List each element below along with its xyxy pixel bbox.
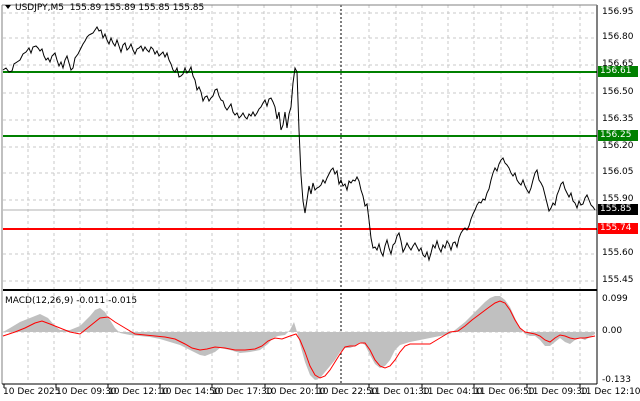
time-label: 11 Dec 06:50 [474,387,535,397]
price-line [2,26,596,262]
collapse-triangle-icon[interactable] [5,5,11,9]
time-label: 11 Dec 09:30 [527,387,588,397]
price-tick: 156.65 [602,59,634,69]
price-tick: 155.90 [602,194,634,204]
time-label: 10 Dec 12:10 [108,387,169,397]
macd-signal-line [2,300,596,379]
price-tick: 155.60 [602,248,634,258]
symbol-timeframe: USDJPY,M5 [15,3,64,13]
time-label: 10 Dec 17:30 [212,387,273,397]
level-tag-155-74: 155.74 [598,223,638,234]
time-label: 10 Dec 2025 [3,387,61,397]
level-tag-156-25: 156.25 [598,130,638,141]
macd-label: MACD(12,26,9) -0.011 -0.015 [5,296,138,306]
time-label: 10 Dec 14:50 [160,387,221,397]
price-tick: 155.45 [602,275,634,285]
time-label: 11 Dec 01:30 [369,387,430,397]
macd-tick-max: 0.099 [602,294,628,304]
price-tick: 156.20 [602,141,634,151]
level-tag-156-61: 156.61 [598,66,638,77]
time-label: 11 Dec 04:10 [422,387,483,397]
price-tick: 156.95 [602,7,634,17]
price-tick: 156.80 [602,32,634,42]
time-label: 10 Dec 22:50 [317,387,378,397]
time-ticks [3,384,581,388]
price-tick: 156.35 [602,114,634,124]
chart-title: USDJPY,M5 155.89 155.89 155.85 155.85 [5,3,204,13]
ohlc-values: 155.89 155.89 155.85 155.85 [69,3,205,13]
horizontal-grid [3,12,597,333]
time-label: 10 Dec 20:10 [265,387,326,397]
time-label: 10 Dec 09:30 [56,387,117,397]
time-label: 11 Dec 12:10 [580,387,640,397]
vertical-grid [27,5,581,383]
price-tick: 156.50 [602,87,634,97]
macd-tick-min: -0.133 [602,375,632,385]
price-tick: 156.05 [602,167,634,177]
current-price-tag: 155.85 [598,204,638,215]
macd-tick-zero: 0.00 [602,326,623,336]
